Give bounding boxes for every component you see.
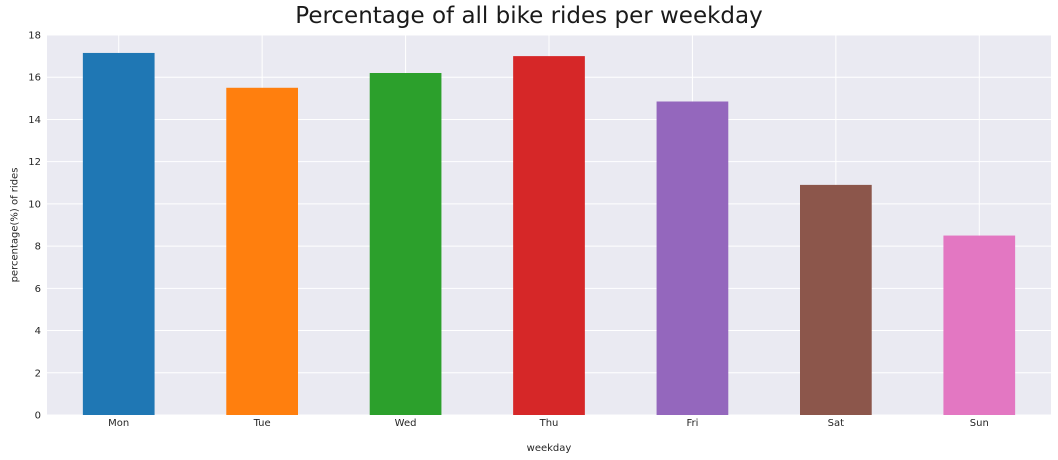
bar-sun bbox=[943, 235, 1016, 415]
y-tick-labels: 0 2 4 6 8 10 12 14 16 18 bbox=[28, 31, 41, 422]
bar-thu bbox=[513, 56, 585, 415]
x-tick-label: Thu bbox=[539, 418, 559, 429]
x-tick-labels: Mon Tue Wed Thu Fri Sat Sun bbox=[108, 418, 989, 429]
bar-tue bbox=[226, 87, 298, 416]
x-tick-label: Sat bbox=[828, 418, 844, 429]
x-tick-label: Fri bbox=[686, 418, 698, 429]
chart-title: Percentage of all bike rides per weekday bbox=[295, 3, 763, 29]
y-tick-label: 16 bbox=[28, 73, 41, 84]
bars bbox=[82, 52, 1016, 416]
x-tick-label: Sun bbox=[970, 418, 989, 429]
bar-fri bbox=[656, 101, 729, 415]
y-tick-label: 12 bbox=[28, 157, 41, 168]
x-tick-label: Mon bbox=[108, 418, 129, 429]
y-tick-label: 6 bbox=[35, 284, 41, 295]
y-tick-label: 0 bbox=[35, 411, 41, 422]
x-tick-label: Tue bbox=[253, 418, 271, 429]
bar-wed bbox=[369, 73, 442, 415]
x-axis-label: weekday bbox=[527, 443, 572, 454]
y-tick-label: 8 bbox=[35, 242, 41, 253]
bar-mon bbox=[82, 52, 155, 415]
x-tick-label: Wed bbox=[395, 418, 417, 429]
y-tick-label: 10 bbox=[28, 199, 41, 210]
y-tick-label: 4 bbox=[35, 326, 41, 337]
bar-sat bbox=[800, 184, 872, 415]
y-tick-label: 14 bbox=[28, 115, 41, 126]
y-tick-label: 18 bbox=[28, 31, 41, 42]
y-axis-label: percentage(%) of rides bbox=[10, 168, 21, 283]
y-tick-label: 2 bbox=[35, 368, 41, 379]
